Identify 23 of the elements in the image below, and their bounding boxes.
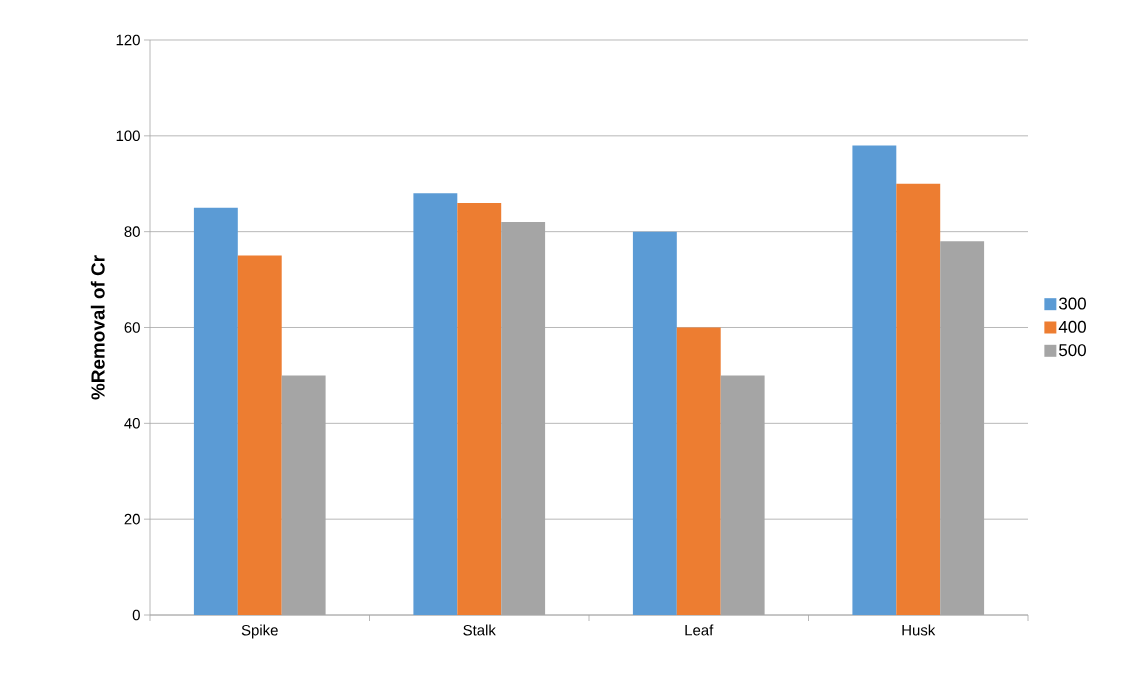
bar (896, 183, 941, 615)
y-tick-label: 0 (132, 609, 140, 621)
bar (237, 255, 282, 615)
bar (193, 207, 238, 615)
legend-label: 300 (1059, 297, 1086, 310)
x-tick-label: Leaf (685, 624, 714, 636)
legend-label: 500 (1059, 344, 1086, 357)
bar (676, 327, 721, 615)
x-tick-label: Stalk (463, 624, 496, 636)
bar (457, 202, 502, 615)
y-tick-label: 120 (116, 34, 140, 46)
x-tick-label: Husk (902, 624, 936, 636)
y-tick-label: 20 (124, 513, 140, 525)
bar (852, 145, 897, 615)
y-tick-label: 40 (124, 418, 140, 429)
legend-label: 400 (1058, 320, 1086, 333)
y-tick-label: 100 (116, 130, 140, 142)
bar (632, 231, 677, 615)
y-tick-label: 80 (124, 226, 140, 237)
bar (413, 193, 458, 615)
y-axis-title: %Removal of Cr (90, 255, 105, 400)
y-tick-label: 60 (124, 322, 140, 333)
x-tick-label: Spike (241, 624, 278, 639)
